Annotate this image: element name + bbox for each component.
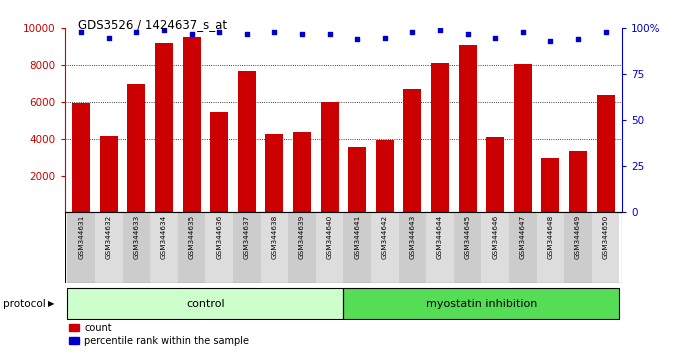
Bar (343, 289, 619, 319)
Text: GSM344641: GSM344641 (354, 215, 360, 259)
Bar (288, 212, 316, 283)
Bar (95, 212, 122, 283)
Bar (514, 64, 532, 212)
Bar (67, 212, 95, 283)
Bar (210, 112, 228, 212)
Bar (343, 212, 371, 283)
Bar (293, 132, 311, 212)
Text: protocol: protocol (3, 298, 46, 309)
Bar (343, 289, 619, 319)
Text: myostatin inhibition: myostatin inhibition (426, 298, 537, 309)
Text: GSM344631: GSM344631 (78, 215, 84, 259)
Bar (177, 212, 205, 283)
Bar (233, 212, 260, 283)
Bar (316, 212, 343, 283)
Bar (403, 89, 422, 212)
Text: GSM344638: GSM344638 (271, 215, 277, 259)
Point (214, 29, 224, 35)
Bar (426, 212, 454, 283)
Bar (537, 212, 564, 283)
Bar (592, 212, 619, 283)
Bar (509, 212, 537, 283)
Bar (458, 45, 477, 212)
Point (75, 29, 86, 35)
Text: GSM344633: GSM344633 (133, 215, 139, 259)
Text: GSM344634: GSM344634 (161, 215, 167, 259)
Bar (127, 84, 146, 212)
Point (462, 31, 473, 37)
Bar (486, 137, 504, 212)
Point (490, 35, 500, 40)
Text: ▶: ▶ (48, 299, 54, 308)
Point (407, 29, 418, 35)
Bar (155, 43, 173, 212)
Point (103, 35, 114, 40)
Text: GSM344647: GSM344647 (520, 215, 526, 259)
Text: GSM344640: GSM344640 (326, 215, 333, 259)
Text: GSM344644: GSM344644 (437, 215, 443, 259)
Text: GSM344649: GSM344649 (575, 215, 581, 259)
Bar (481, 212, 509, 283)
Bar (72, 103, 90, 212)
Point (324, 31, 335, 37)
Point (545, 38, 556, 44)
Point (517, 29, 528, 35)
Text: GSM344643: GSM344643 (409, 215, 415, 259)
Point (158, 27, 169, 33)
Bar (67, 289, 343, 319)
Bar (183, 36, 201, 212)
Point (352, 36, 362, 42)
Bar (398, 212, 426, 283)
Bar (265, 134, 284, 212)
Point (296, 31, 307, 37)
Point (131, 29, 142, 35)
Bar (260, 212, 288, 283)
Bar (67, 289, 343, 319)
Text: GSM344636: GSM344636 (216, 215, 222, 259)
Text: control: control (186, 298, 224, 309)
Bar (122, 212, 150, 283)
Bar (348, 147, 366, 212)
Text: GSM344645: GSM344645 (464, 215, 471, 259)
Bar (376, 140, 394, 212)
Point (573, 36, 583, 42)
Bar (205, 212, 233, 283)
Bar (100, 136, 118, 212)
Bar (541, 158, 560, 212)
Point (600, 29, 611, 35)
Bar (569, 151, 587, 212)
Bar (150, 212, 177, 283)
Bar (238, 71, 256, 212)
Text: GSM344639: GSM344639 (299, 215, 305, 259)
Text: GSM344637: GSM344637 (244, 215, 250, 259)
Text: GSM344650: GSM344650 (602, 215, 609, 259)
Text: GSM344648: GSM344648 (547, 215, 554, 259)
Legend: count, percentile rank within the sample: count, percentile rank within the sample (69, 323, 249, 346)
Bar (454, 212, 481, 283)
Point (186, 31, 197, 37)
Text: GSM344635: GSM344635 (188, 215, 194, 259)
Bar (431, 63, 449, 212)
Bar (596, 95, 615, 212)
Bar (371, 212, 398, 283)
Point (241, 31, 252, 37)
Bar (564, 212, 592, 283)
Text: GSM344642: GSM344642 (381, 215, 388, 259)
Text: GSM344646: GSM344646 (492, 215, 498, 259)
Point (435, 27, 445, 33)
Text: GDS3526 / 1424637_s_at: GDS3526 / 1424637_s_at (78, 18, 227, 31)
Text: GSM344632: GSM344632 (106, 215, 112, 259)
Point (379, 35, 390, 40)
Point (269, 29, 280, 35)
Bar (321, 102, 339, 212)
